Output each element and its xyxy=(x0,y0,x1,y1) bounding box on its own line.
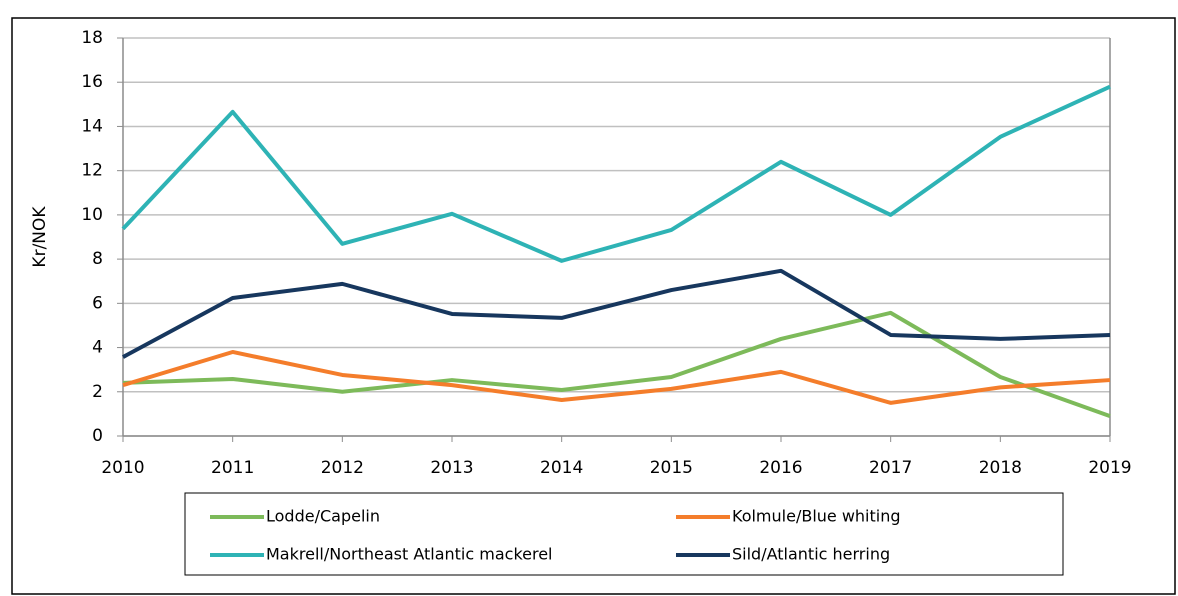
y-tick-label: 10 xyxy=(81,205,103,225)
x-tick-label: 2012 xyxy=(321,458,364,478)
x-tick-label: 2011 xyxy=(211,458,254,478)
x-tick-label: 2014 xyxy=(540,458,583,478)
legend-label: Kolmule/Blue whiting xyxy=(732,507,901,526)
legend-label: Lodde/Capelin xyxy=(266,507,380,526)
legend: Lodde/Capelin Kolmule/Blue whiting Makrell… xyxy=(210,507,901,564)
legend-label: Makrell/Northeast Atlantic mackerel xyxy=(266,545,553,564)
legend-box xyxy=(184,492,1064,576)
y-tick-label: 12 xyxy=(81,161,103,181)
frame xyxy=(11,17,1176,595)
y-tick-label: 8 xyxy=(92,249,103,269)
x-tick-label: 2016 xyxy=(759,458,802,478)
legend-label: Sild/Atlantic herring xyxy=(732,545,890,564)
series-line xyxy=(122,268,1111,359)
y-tick-label: 2 xyxy=(92,382,103,402)
x-tick-label: 2019 xyxy=(1088,458,1131,478)
y-tick-label: 6 xyxy=(92,293,103,313)
y-axis-label: Kr/NOK xyxy=(30,206,50,268)
y-tick-label: 14 xyxy=(81,116,103,136)
series-line xyxy=(121,84,1111,263)
x-tick-label: 2010 xyxy=(101,458,144,478)
y-tick-label: 16 xyxy=(81,72,103,92)
x-tick-label: 2018 xyxy=(979,458,1022,478)
y-tick-label: 0 xyxy=(92,426,103,446)
y-tick-label: 18 xyxy=(81,28,103,48)
series-line xyxy=(122,310,1111,418)
x-tick-label: 2013 xyxy=(430,458,473,478)
x-tick-label: 2017 xyxy=(869,458,912,478)
x-tick-label: 2015 xyxy=(650,458,693,478)
series-line xyxy=(122,349,1111,405)
y-tick-label: 4 xyxy=(92,338,103,358)
